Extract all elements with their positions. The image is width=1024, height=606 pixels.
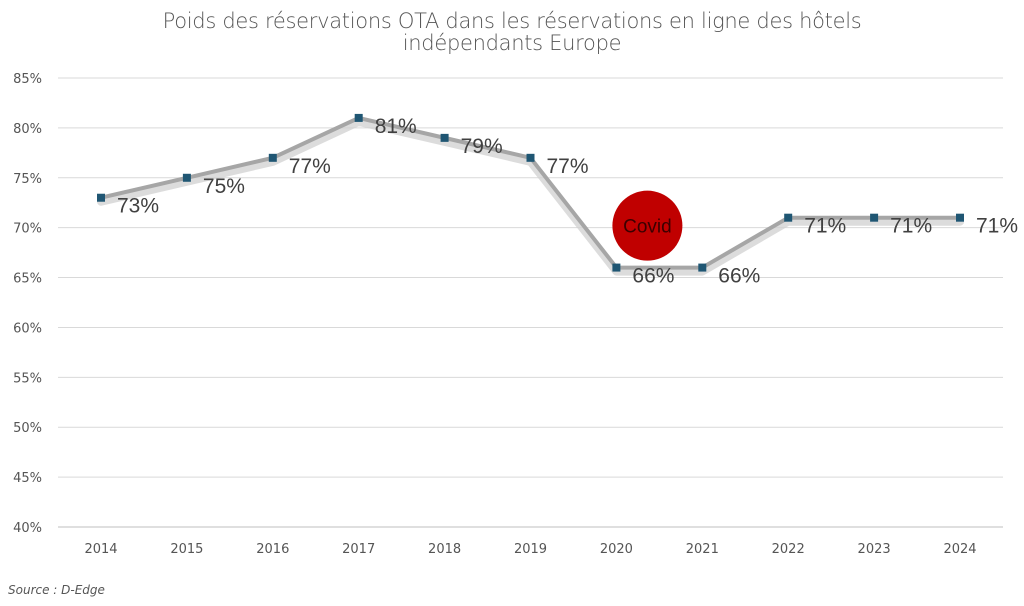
data-label: 73% [117,195,159,218]
data-point-marker [526,153,535,162]
y-tick-label: 80% [13,122,42,137]
x-tick-label: 2019 [514,542,547,557]
covid-annotation: Covid [612,190,683,261]
x-tick-label: 2016 [256,542,289,557]
x-tick-label: 2024 [943,542,976,557]
data-label: 77% [547,155,589,178]
gridlines [58,77,1003,528]
data-point-marker [268,153,277,162]
covid-label: Covid [623,217,672,238]
x-axis-ticks: 2014 2015 2016 2017 2018 2019 2020 2021 2022 2023… [84,542,976,557]
data-point-marker [182,173,191,182]
x-tick-label: 2023 [858,542,891,557]
data-label: 71% [804,215,846,238]
data-label: 71% [890,215,932,238]
y-tick-label: 70% [13,222,42,237]
x-tick-label: 2018 [428,542,461,557]
y-tick-label: 55% [13,371,42,386]
data-label: 77% [289,155,331,178]
covid-circle [612,190,683,261]
source-note: Source : D-Edge [8,583,105,597]
data-point-marker [784,213,793,222]
data-point-marker [870,213,879,222]
chart-title-line-2: indépendants Europe [402,31,622,55]
y-tick-label: 85% [13,72,42,87]
x-tick-label: 2022 [772,542,805,557]
y-tick-label: 60% [13,321,42,336]
data-point-marker [354,113,363,122]
y-tick-label: 75% [13,172,42,187]
y-tick-label: 50% [13,421,42,436]
x-tick-label: 2014 [84,542,117,557]
data-point-marker [956,213,964,222]
data-label: 75% [203,175,245,198]
data-label: 66% [632,265,674,288]
chart-title: Poids des réservations OTA dans les rése… [0,10,1024,54]
series-ota-share [97,113,964,276]
y-axis-ticks: 40% 45% 50% 55% 60% 65% 70% 75% 80% 85% [13,72,42,536]
data-point-marker [440,133,449,142]
data-point-marker [698,263,707,272]
x-tick-label: 2017 [342,542,375,557]
data-point-marker [612,263,621,272]
data-label: 79% [461,135,503,158]
data-label: 81% [375,115,417,138]
data-label: 66% [718,265,760,288]
data-label: 71% [976,215,1018,238]
y-tick-label: 45% [13,471,42,486]
y-tick-label: 65% [13,272,42,287]
y-tick-label: 40% [13,521,42,536]
x-tick-label: 2020 [600,542,633,557]
data-labels: 73% 75% 77% 81% 79% 77% 66% 66% 71% 71% 71% [117,115,1018,288]
x-tick-label: 2021 [686,542,719,557]
x-tick-label: 2015 [170,542,203,557]
chart-title-line-1: Poids des réservations OTA dans les rése… [162,9,862,33]
data-point-marker [97,193,105,202]
